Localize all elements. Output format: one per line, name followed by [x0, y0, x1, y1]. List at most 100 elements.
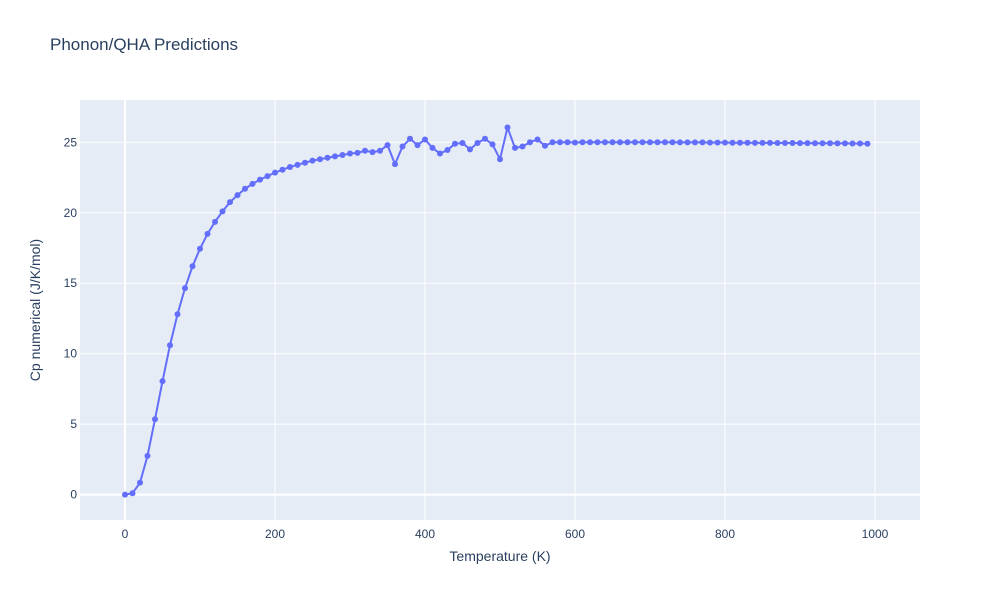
data-point[interactable]: [294, 161, 301, 168]
data-point[interactable]: [639, 139, 646, 146]
data-point[interactable]: [737, 139, 743, 146]
data-point[interactable]: [752, 139, 758, 146]
data-point[interactable]: [324, 154, 331, 161]
data-point[interactable]: [272, 169, 278, 176]
data-point[interactable]: [789, 139, 796, 146]
data-point[interactable]: [459, 139, 466, 146]
data-point[interactable]: [182, 285, 188, 292]
data-point[interactable]: [647, 139, 653, 146]
data-point[interactable]: [144, 452, 151, 459]
data-point[interactable]: [122, 491, 128, 498]
data-point[interactable]: [377, 147, 383, 154]
data-point[interactable]: [279, 166, 286, 173]
data-point[interactable]: [474, 139, 481, 146]
data-point[interactable]: [227, 199, 233, 206]
data-point[interactable]: [414, 142, 421, 149]
data-point[interactable]: [189, 263, 196, 270]
data-point[interactable]: [834, 140, 841, 147]
data-point[interactable]: [594, 139, 601, 146]
data-point[interactable]: [407, 135, 413, 142]
data-point[interactable]: [864, 140, 871, 147]
data-point[interactable]: [774, 139, 781, 146]
data-point[interactable]: [467, 146, 473, 153]
data-point[interactable]: [677, 139, 683, 146]
data-point[interactable]: [302, 159, 308, 166]
data-point[interactable]: [219, 208, 226, 215]
data-point[interactable]: [767, 139, 773, 146]
data-point[interactable]: [759, 139, 766, 146]
data-point[interactable]: [212, 218, 218, 225]
data-point[interactable]: [842, 140, 848, 147]
data-point[interactable]: [624, 139, 631, 146]
data-point[interactable]: [429, 144, 436, 151]
data-point[interactable]: [662, 139, 668, 146]
data-point[interactable]: [287, 163, 293, 170]
data-point[interactable]: [707, 139, 713, 146]
data-point[interactable]: [857, 140, 863, 147]
data-point[interactable]: [234, 192, 241, 199]
data-point[interactable]: [692, 139, 698, 146]
data-point[interactable]: [204, 230, 211, 237]
data-point[interactable]: [812, 140, 818, 147]
data-point[interactable]: [849, 140, 856, 147]
data-point[interactable]: [437, 150, 443, 157]
data-point[interactable]: [332, 153, 338, 160]
data-point[interactable]: [257, 176, 263, 183]
data-point[interactable]: [512, 144, 518, 151]
data-point[interactable]: [819, 140, 826, 147]
data-point[interactable]: [654, 139, 661, 146]
data-point[interactable]: [617, 139, 623, 146]
data-point[interactable]: [782, 139, 788, 146]
data-point[interactable]: [354, 149, 361, 156]
data-point[interactable]: [542, 142, 548, 149]
data-point[interactable]: [504, 124, 511, 131]
data-point[interactable]: [632, 139, 638, 146]
data-point[interactable]: [347, 150, 353, 157]
data-point[interactable]: [519, 143, 526, 150]
data-point[interactable]: [827, 140, 833, 147]
data-point[interactable]: [497, 156, 503, 163]
data-point[interactable]: [264, 173, 271, 180]
data-point[interactable]: [384, 142, 391, 149]
data-point[interactable]: [587, 139, 593, 146]
data-point[interactable]: [699, 139, 706, 146]
data-point[interactable]: [452, 140, 458, 147]
data-point[interactable]: [557, 139, 563, 146]
data-point[interactable]: [242, 185, 248, 192]
data-point[interactable]: [152, 416, 158, 423]
data-point[interactable]: [137, 479, 143, 486]
data-point[interactable]: [602, 139, 608, 146]
data-point[interactable]: [339, 151, 346, 158]
data-point[interactable]: [399, 143, 406, 150]
data-point[interactable]: [669, 139, 676, 146]
data-point[interactable]: [714, 139, 721, 146]
data-point[interactable]: [804, 140, 811, 147]
data-point[interactable]: [129, 490, 136, 497]
data-point[interactable]: [197, 245, 203, 252]
data-point[interactable]: [797, 140, 803, 147]
data-point[interactable]: [564, 139, 571, 146]
data-point[interactable]: [249, 180, 256, 187]
data-point[interactable]: [549, 139, 556, 146]
data-point[interactable]: [527, 139, 533, 146]
data-point[interactable]: [422, 136, 428, 143]
data-point[interactable]: [369, 149, 376, 156]
data-point[interactable]: [317, 156, 323, 163]
data-point[interactable]: [392, 161, 398, 168]
data-point[interactable]: [684, 139, 691, 146]
data-point[interactable]: [722, 139, 728, 146]
data-point[interactable]: [489, 141, 496, 148]
data-point[interactable]: [579, 139, 586, 146]
data-point[interactable]: [729, 139, 736, 146]
data-point[interactable]: [534, 136, 541, 143]
data-point[interactable]: [167, 342, 173, 349]
data-point[interactable]: [362, 147, 368, 154]
data-point[interactable]: [482, 135, 488, 142]
data-point[interactable]: [609, 139, 616, 146]
data-point[interactable]: [159, 378, 166, 385]
data-point[interactable]: [309, 157, 316, 164]
data-point[interactable]: [572, 139, 578, 146]
data-point[interactable]: [174, 311, 181, 318]
data-point[interactable]: [444, 147, 451, 154]
data-point[interactable]: [744, 139, 751, 146]
